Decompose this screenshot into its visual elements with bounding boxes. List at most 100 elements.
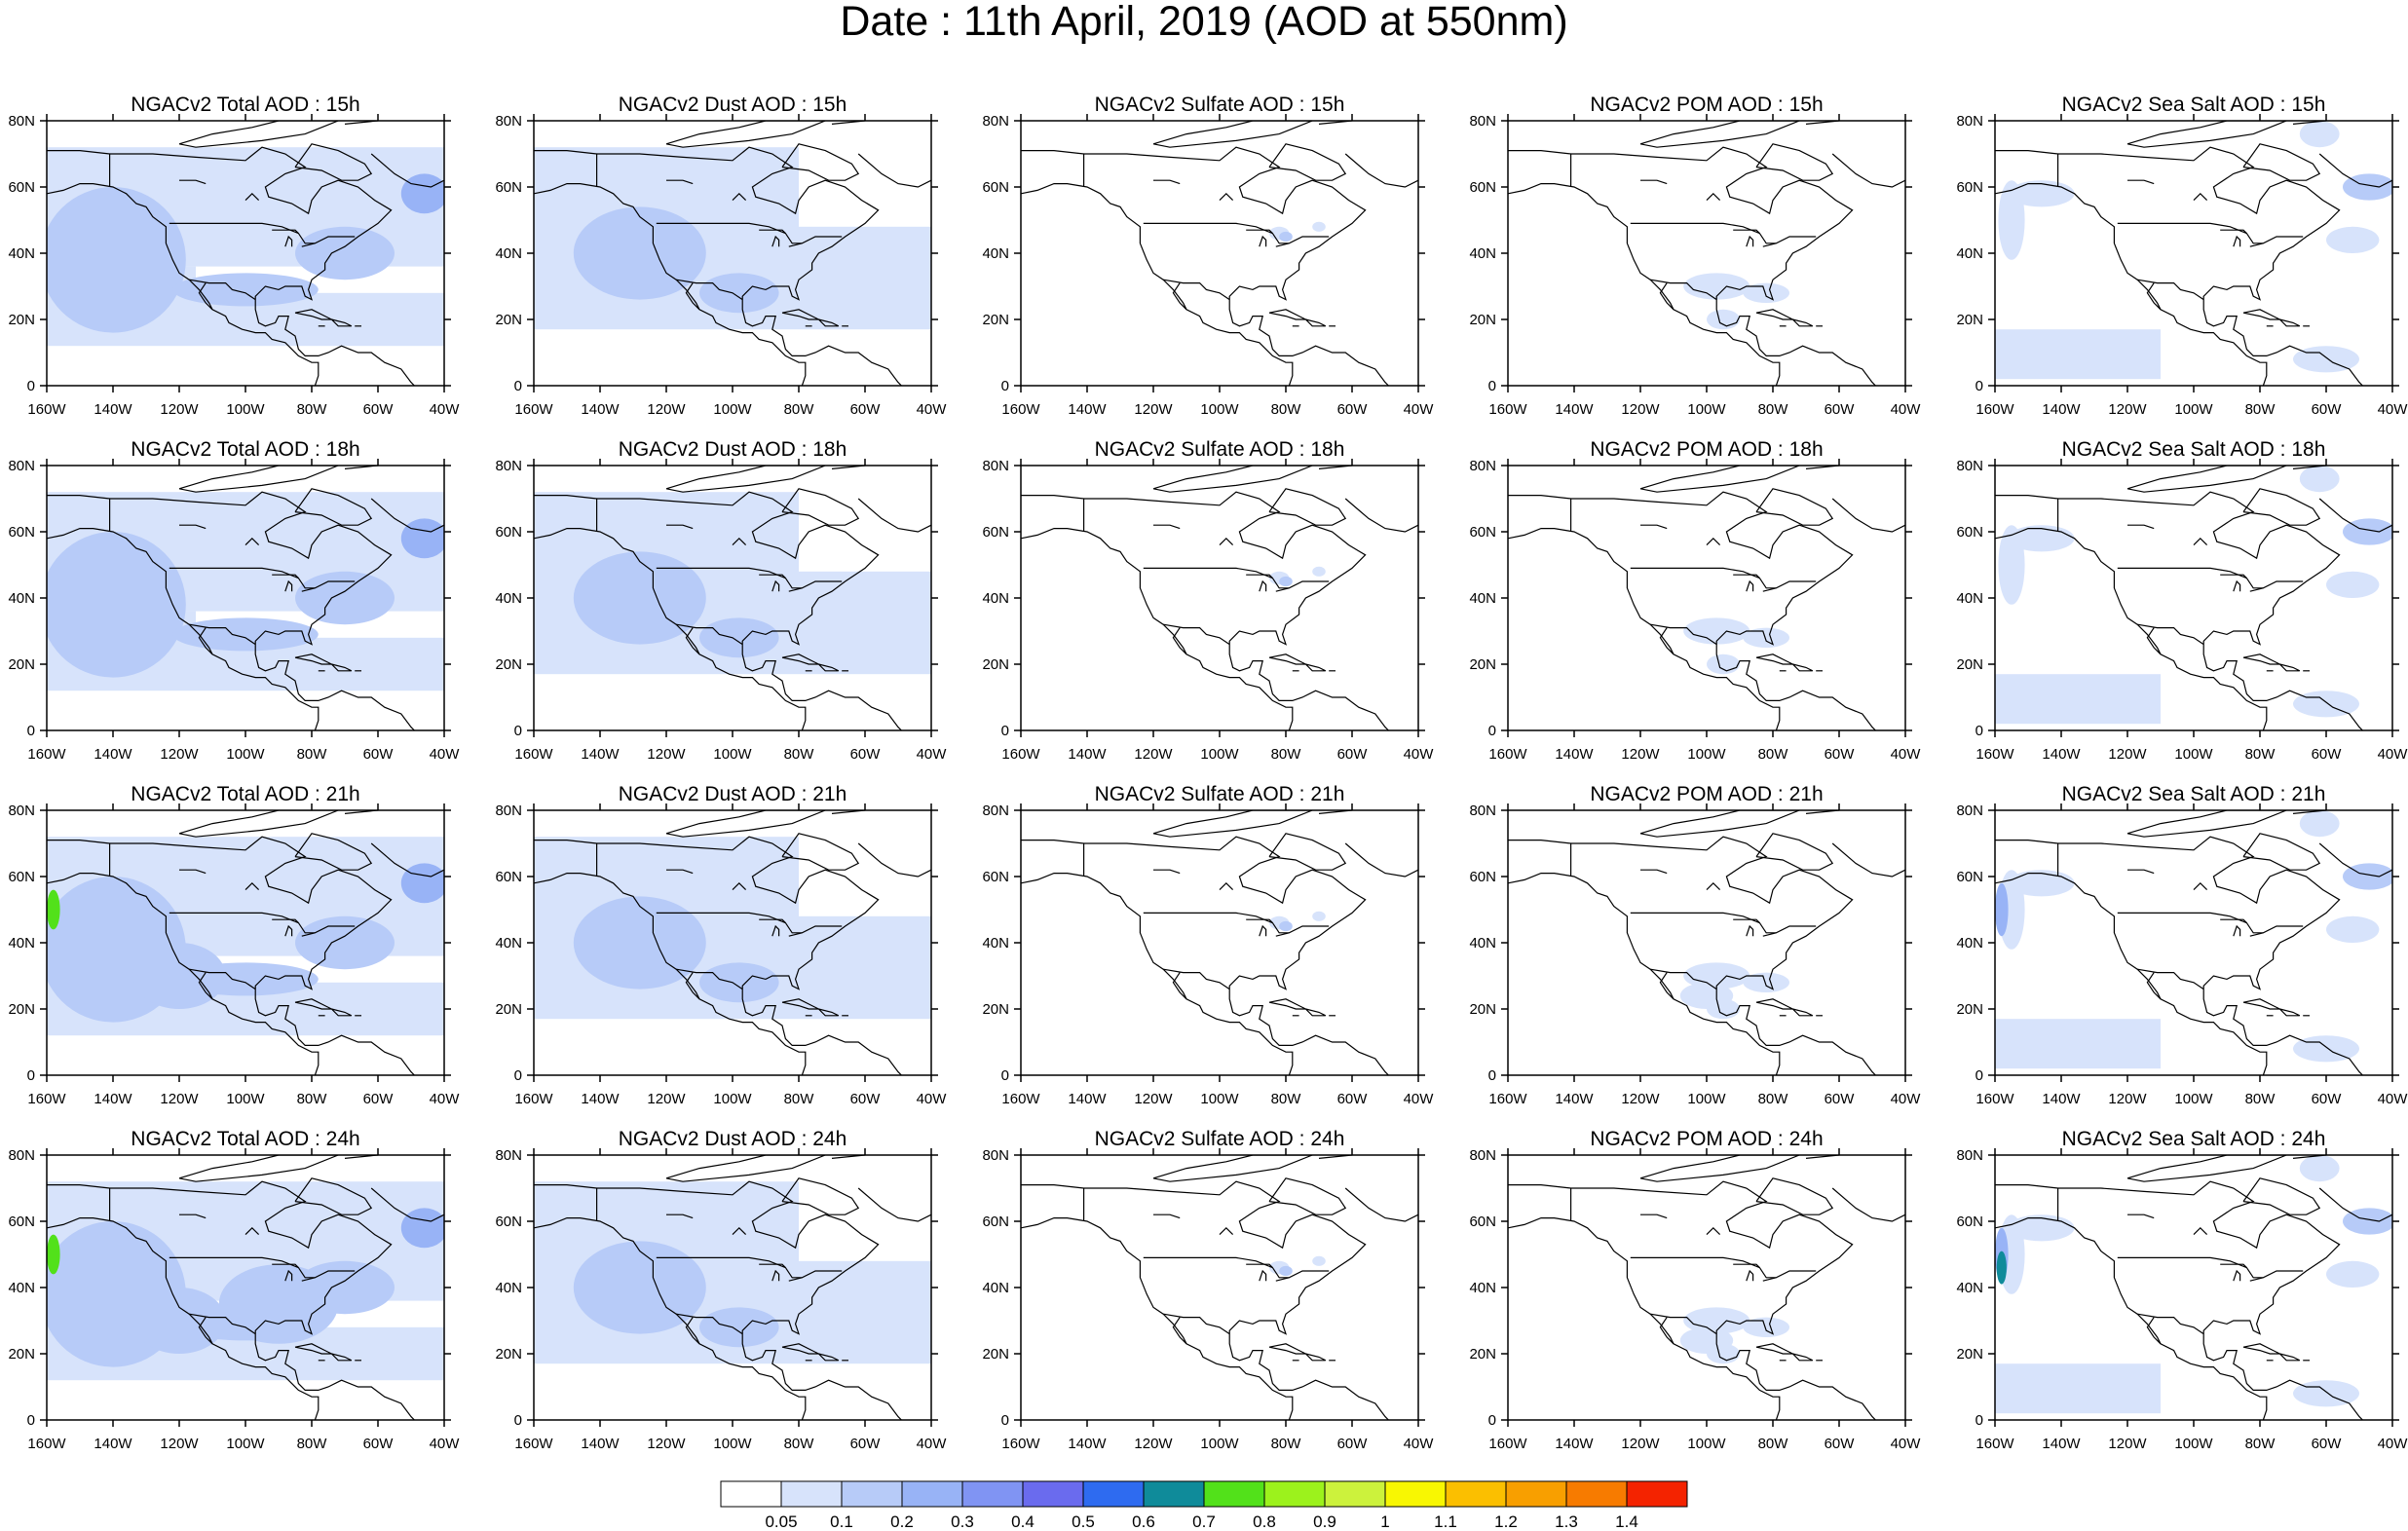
aod-field	[47, 466, 444, 730]
coastline	[1219, 192, 1234, 202]
coastline	[2117, 567, 2304, 589]
aod-region	[699, 962, 779, 1003]
panel-title: NGACv2 Dust AOD : 15h	[619, 93, 847, 116]
coastline	[1639, 810, 1800, 838]
aod-region	[1679, 982, 1734, 1009]
coastline	[179, 179, 207, 185]
coastline	[2292, 121, 2328, 125]
y-tick-label: 0	[1975, 1067, 1983, 1084]
y-tick-label: 20N	[1956, 312, 1983, 328]
y-tick-label: 0	[1001, 723, 1009, 739]
panel-title: NGACv2 Total AOD : 15h	[131, 93, 359, 116]
y-tick-label: 60N	[495, 869, 522, 885]
coastline	[1508, 528, 1781, 730]
x-tick-label: 120W	[160, 1436, 199, 1452]
x-tick-label: 80W	[1758, 746, 1789, 763]
coastline	[1318, 466, 1354, 469]
coastline	[1246, 918, 1273, 924]
coastline	[534, 1180, 902, 1420]
coastline	[1508, 183, 1781, 386]
coastline	[2220, 574, 2247, 579]
coastline	[1268, 143, 1347, 181]
x-tick-label: 100W	[226, 401, 265, 418]
coastline	[685, 972, 700, 1000]
coastline	[245, 192, 260, 202]
coastline	[2249, 243, 2264, 247]
colorbar-swatch	[841, 1480, 903, 1508]
coastline	[272, 1263, 299, 1269]
coastline	[198, 972, 213, 1000]
y-tick-label: 40N	[982, 590, 1009, 607]
y-tick-label: 40N	[8, 245, 35, 262]
coastline	[665, 466, 826, 493]
y-tick-label: 40N	[495, 590, 522, 607]
coastline	[1733, 229, 1760, 235]
aod-region	[1279, 920, 1293, 932]
coastline	[676, 1313, 743, 1335]
map-panel-total-24: NGACv2 Total AOD : 24h 160W 140W 120W 100W 80…	[8, 1128, 460, 1452]
coastline	[2146, 282, 2162, 311]
y-tick-label: 80N	[495, 113, 522, 130]
coastline	[1508, 836, 1876, 1075]
x-tick-label: 160W	[1001, 1091, 1040, 1107]
coastline	[676, 968, 743, 990]
x-tick-label: 60W	[1337, 1091, 1369, 1107]
y-tick-label: 40N	[495, 245, 522, 262]
y-tick-label: 60N	[1956, 869, 1983, 885]
y-tick-label: 20N	[982, 656, 1009, 673]
aod-region	[2326, 226, 2380, 253]
y-tick-label: 20N	[8, 312, 35, 328]
aod-region	[2299, 121, 2340, 148]
x-tick-label: 40W	[2378, 1436, 2408, 1452]
aod-region	[799, 810, 931, 916]
y-tick-label: 60N	[8, 869, 35, 885]
coastline	[666, 869, 694, 875]
coastline	[301, 587, 316, 592]
coastline	[272, 229, 299, 235]
coastline	[1630, 912, 1817, 934]
y-tick-label: 80N	[982, 1147, 1009, 1164]
coastline	[178, 1155, 339, 1182]
coastline	[294, 488, 373, 526]
x-tick-label: 60W	[1337, 401, 1369, 418]
x-tick-label: 80W	[1271, 1436, 1302, 1452]
coastline	[2233, 579, 2241, 592]
coastline	[2193, 881, 2208, 891]
aod-region	[1995, 329, 2161, 380]
coastline	[2137, 968, 2204, 990]
coastline	[2242, 488, 2321, 526]
map-panel-total-18: NGACv2 Total AOD : 18h 160W 140W 120W 100W 80…	[8, 438, 460, 763]
aod-field	[1021, 810, 1418, 1075]
x-tick-label: 40W	[1891, 401, 1922, 418]
y-tick-label: 0	[1488, 723, 1496, 739]
y-tick-label: 0	[1975, 723, 1983, 739]
coastline	[344, 810, 380, 814]
coastline	[1755, 833, 1834, 871]
x-tick-label: 100W	[1200, 746, 1239, 763]
coastline	[2242, 1177, 2321, 1215]
aod-region	[799, 1155, 931, 1261]
coastline	[2318, 153, 2392, 188]
y-tick-label: 0	[1488, 1412, 1496, 1429]
coastline	[2193, 537, 2208, 546]
coastline	[676, 623, 743, 646]
colorbar-label: 1.2	[1494, 1512, 1518, 1531]
coastline	[534, 836, 902, 1075]
y-tick-label: 0	[27, 723, 35, 739]
coastline	[272, 918, 299, 924]
x-tick-label: 120W	[647, 1091, 686, 1107]
map-panel-seasalt-15: NGACv2 Sea Salt AOD : 15h 160W 140W 120W 100…	[1956, 93, 2408, 418]
map-background	[1508, 121, 1905, 386]
coastline	[788, 1277, 803, 1282]
coastline	[2146, 972, 2162, 1000]
coastline	[2242, 143, 2321, 181]
coastline	[771, 1269, 780, 1282]
coastline	[1143, 1256, 1330, 1279]
coastline	[1508, 146, 1876, 386]
x-tick-label: 120W	[1621, 1436, 1660, 1452]
aod-field	[1021, 121, 1418, 386]
coastline	[2249, 587, 2264, 592]
coastline	[1831, 153, 1905, 188]
aod-region	[2343, 518, 2392, 545]
x-tick-label: 120W	[160, 1091, 199, 1107]
